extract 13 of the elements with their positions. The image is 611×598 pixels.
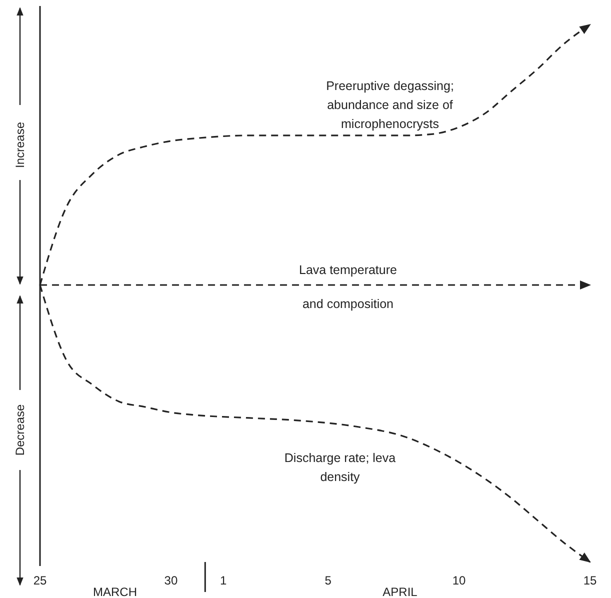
x-tick-label: 5: [324, 574, 332, 588]
text: MARCH: [93, 585, 137, 598]
text: Increase: [13, 122, 28, 168]
x-tick-label: 15: [583, 574, 597, 588]
x-tick-label: 30: [164, 574, 178, 588]
text: APRIL: [382, 585, 418, 598]
x-tick-label: 10: [452, 574, 466, 588]
x-tick-label: 1: [220, 574, 227, 588]
series-label: Discharge rate; leva density: [284, 451, 396, 484]
text: Decrease: [13, 404, 28, 456]
x-tick-label: 25: [33, 574, 47, 588]
text: Lava temperature and composition: [299, 263, 397, 311]
series-label: Preeruptive degassing; abundance and size of microphenocrysts: [326, 79, 454, 131]
